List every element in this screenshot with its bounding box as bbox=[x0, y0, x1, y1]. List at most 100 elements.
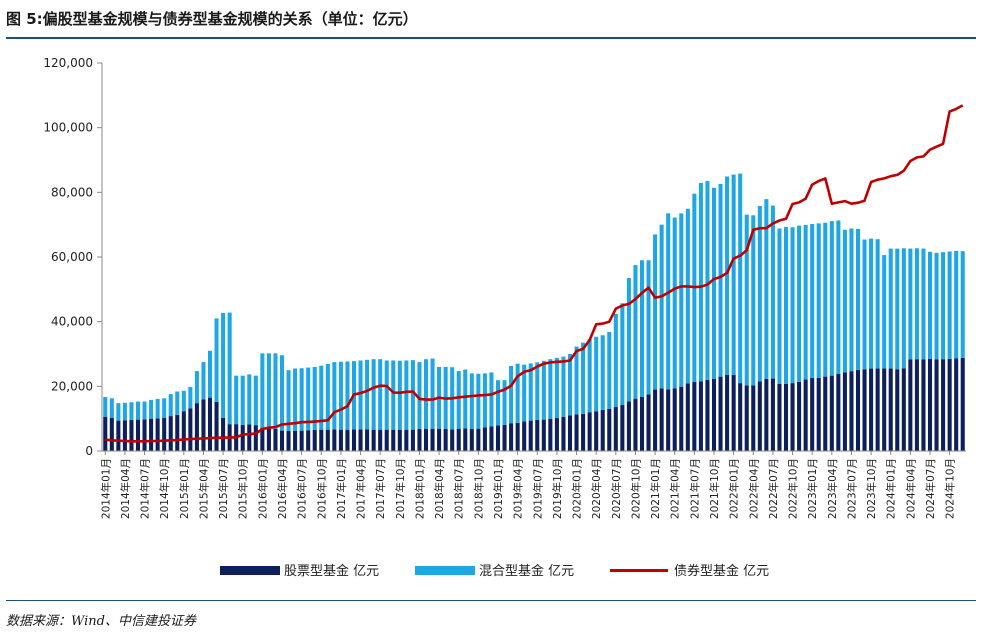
bar-equity bbox=[653, 389, 658, 451]
bar-equity bbox=[142, 419, 147, 451]
bar-mixed bbox=[567, 354, 573, 416]
bar-equity bbox=[260, 428, 265, 451]
bar-equity bbox=[391, 429, 396, 451]
bar-equity bbox=[757, 381, 762, 451]
bar-mixed bbox=[463, 369, 468, 429]
bar-mixed bbox=[221, 312, 226, 419]
x-tick-label: 2023年10月 bbox=[865, 458, 878, 519]
bar-mixed bbox=[725, 176, 730, 375]
bar-mixed bbox=[587, 339, 592, 413]
bar-mixed bbox=[122, 402, 127, 421]
x-tick-label: 2023年01月 bbox=[806, 458, 819, 519]
bar-equity bbox=[541, 419, 546, 451]
bar-mixed bbox=[561, 356, 566, 417]
bar-equity bbox=[869, 368, 874, 451]
x-tick-label: 2020年10月 bbox=[630, 458, 643, 519]
bar-mixed bbox=[757, 205, 762, 382]
bar-equity bbox=[692, 381, 697, 451]
bar-equity bbox=[607, 408, 612, 451]
bar-equity bbox=[253, 425, 258, 451]
x-tick-label: 2017年10月 bbox=[394, 458, 407, 519]
bar-equity bbox=[770, 378, 775, 451]
bar-equity bbox=[797, 381, 802, 451]
bar-equity bbox=[685, 383, 690, 451]
bar-mixed bbox=[502, 380, 507, 425]
bar-equity bbox=[365, 429, 370, 451]
bar-equity bbox=[921, 359, 926, 451]
bar-mixed bbox=[397, 360, 402, 430]
bar-mixed bbox=[129, 402, 134, 420]
bar-mixed bbox=[266, 353, 271, 429]
bar-mixed bbox=[941, 252, 946, 360]
bar-equity bbox=[639, 397, 645, 451]
bar-equity bbox=[522, 421, 527, 451]
bar-equity bbox=[777, 383, 782, 451]
bar-mixed bbox=[803, 224, 808, 380]
legend-swatch-equity bbox=[220, 566, 280, 575]
bar-mixed bbox=[175, 391, 180, 415]
bar-mixed bbox=[489, 372, 494, 427]
bar-equity bbox=[482, 427, 487, 451]
bar-equity bbox=[862, 369, 867, 451]
x-tick-label: 2022年10月 bbox=[787, 458, 800, 519]
bar-mixed bbox=[247, 374, 252, 425]
bar-mixed bbox=[384, 360, 389, 430]
bar-mixed bbox=[253, 375, 258, 426]
x-tick-label: 2024年01月 bbox=[885, 458, 898, 519]
bar-mixed bbox=[168, 394, 173, 417]
y-tick-label: 20,000 bbox=[51, 379, 93, 393]
bar-mixed bbox=[620, 303, 625, 405]
bar-mixed bbox=[509, 365, 514, 424]
bar-mixed bbox=[626, 278, 631, 402]
bar-mixed bbox=[371, 359, 376, 430]
bar-mixed bbox=[188, 386, 193, 409]
bar-equity bbox=[404, 429, 409, 451]
bar-equity bbox=[803, 379, 808, 451]
bar-mixed bbox=[888, 248, 893, 369]
bar-mixed bbox=[594, 336, 599, 412]
bar-mixed bbox=[103, 397, 108, 417]
bar-mixed bbox=[482, 373, 487, 428]
bar-mixed bbox=[515, 363, 520, 423]
bar-mixed bbox=[659, 224, 664, 389]
bar-mixed bbox=[849, 228, 854, 372]
bar-mixed bbox=[954, 250, 959, 359]
bar-equity bbox=[947, 358, 952, 451]
x-tick-label: 2014年04月 bbox=[119, 458, 132, 519]
bar-mixed bbox=[934, 252, 939, 360]
bar-mixed bbox=[816, 223, 821, 378]
bar-equity bbox=[725, 374, 730, 451]
x-tick-label: 2023年04月 bbox=[826, 458, 839, 519]
bar-mixed bbox=[639, 260, 645, 398]
bar-equity bbox=[214, 401, 219, 451]
bar-mixed bbox=[149, 399, 154, 419]
bar-mixed bbox=[927, 251, 933, 359]
bar-equity bbox=[116, 420, 121, 451]
y-tick-label: 80,000 bbox=[51, 185, 93, 199]
bar-equity bbox=[810, 377, 815, 451]
bar-equity bbox=[548, 418, 553, 451]
bar-equity bbox=[122, 420, 127, 451]
bar-equity bbox=[247, 424, 252, 451]
bar-equity bbox=[731, 375, 736, 451]
bar-equity bbox=[384, 429, 389, 451]
bar-mixed bbox=[279, 355, 285, 431]
bar-mixed bbox=[666, 213, 671, 390]
bar-equity bbox=[201, 399, 206, 451]
bar-mixed bbox=[234, 375, 239, 425]
bar-mixed bbox=[744, 214, 749, 386]
bar-equity bbox=[397, 429, 402, 451]
bar-mixed bbox=[155, 398, 160, 419]
bar-mixed bbox=[751, 215, 756, 386]
bar-equity bbox=[659, 388, 664, 451]
bar-equity bbox=[679, 386, 684, 451]
bar-mixed bbox=[908, 248, 913, 360]
bar-mixed bbox=[358, 360, 363, 430]
bar-mixed bbox=[332, 362, 337, 430]
y-axis: 0 20,000 40,000 60,000 80,000 100,000 120,000 bbox=[43, 56, 103, 458]
bar-mixed bbox=[194, 371, 199, 404]
bar-equity bbox=[888, 368, 893, 451]
bar-mixed bbox=[116, 403, 121, 421]
chart-area: 020,00040,00060,00080,000100,000120,000 … bbox=[43, 56, 966, 579]
bar-mixed bbox=[476, 373, 481, 429]
